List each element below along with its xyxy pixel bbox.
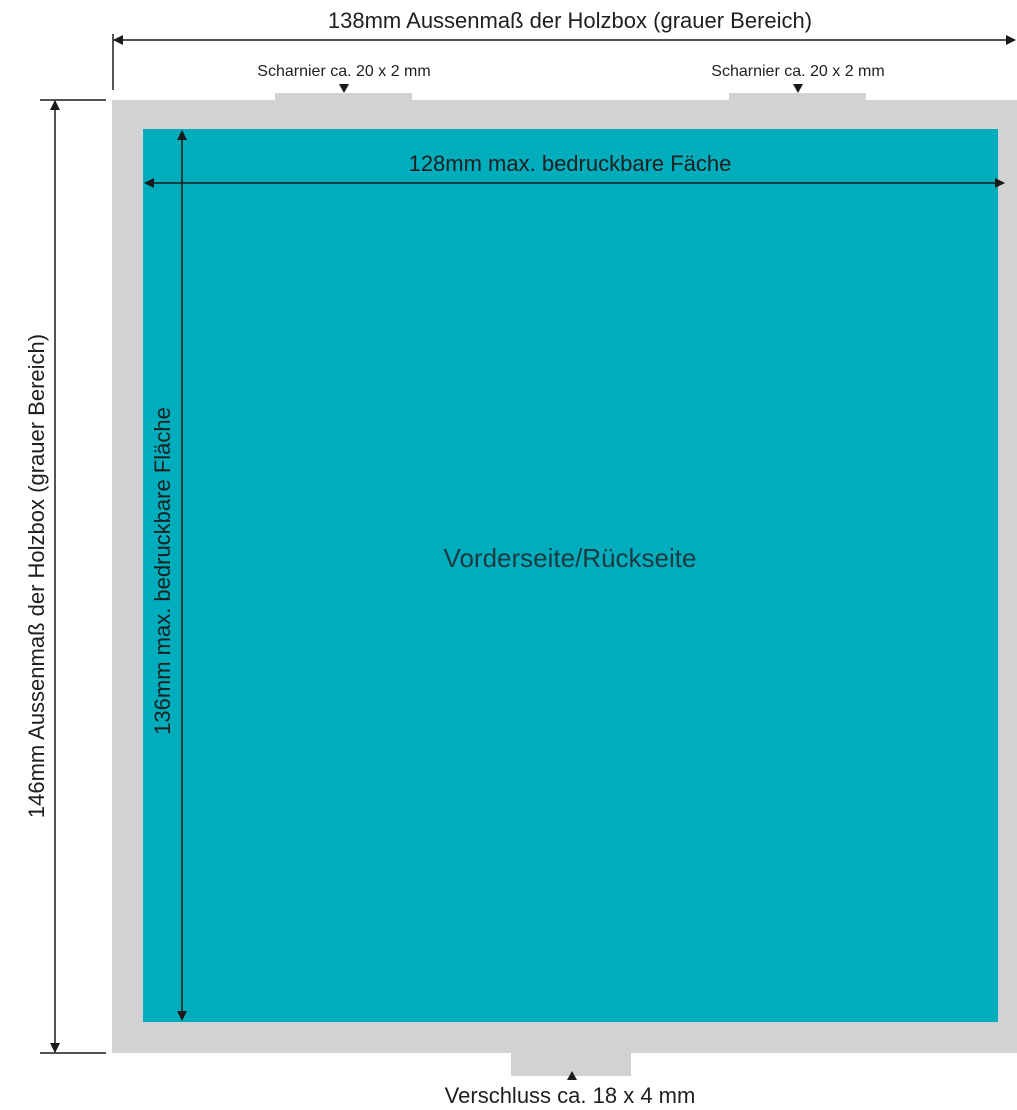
hinge-label-left: Scharnier ca. 20 x 2 mm [257,63,430,80]
closure-tab [511,1052,631,1076]
hinge-right-pointer-icon [793,84,803,93]
hinge-label-right: Scharnier ca. 20 x 2 mm [711,63,884,80]
closure-label: Verschluss ca. 18 x 4 mm [445,1083,696,1108]
outer-height-label: 146mm Aussenmaß der Holzbox (grauer Bere… [24,334,49,818]
inner-height-label: 136mm max. bedruckbare Fläche [150,407,175,735]
hinge-left-pointer-icon [339,84,349,93]
inner-width-label: 128mm max. bedruckbare Fäche [409,151,732,176]
front-back-side-label: Vorderseite/Rückseite [444,543,697,573]
hinge-tab-right [729,93,866,101]
outer-width-label: 138mm Aussenmaß der Holzbox (grauer Bere… [328,8,812,33]
printable-area [143,129,998,1022]
closure-pointer-icon [567,1071,577,1080]
hinge-tab-left [275,93,412,101]
